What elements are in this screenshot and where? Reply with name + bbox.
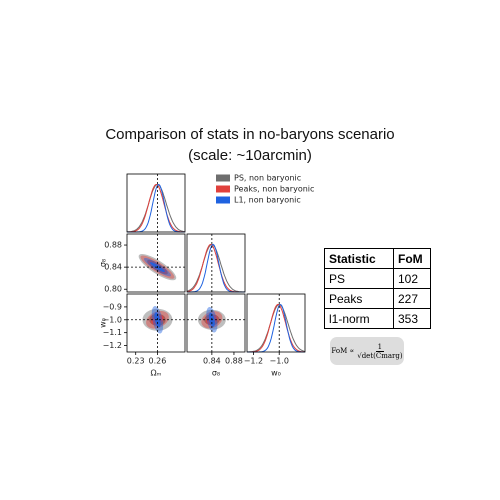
table-row: Peaks 227 [324,288,431,309]
marginal-curve [247,303,305,353]
legend-swatch [216,196,230,204]
header-cell: FoM [393,248,431,269]
formula-lhs: FoM ∝ [331,347,355,355]
legend-label: PS, non baryonic [234,174,301,183]
x-axis-label: w₀ [271,369,281,378]
panel-frame [246,293,306,353]
legend-label: Peaks, non baryonic [234,185,314,194]
table-header: Statistic FoM [324,248,431,269]
panel-frame [126,233,186,293]
cell: 227 [393,288,431,309]
panel-frame [126,173,186,233]
panel-frame [126,293,186,353]
table-row: l1-norm 353 [324,308,431,329]
cell: PS [324,268,394,289]
header-cell: Statistic [324,248,394,269]
title: Comparison of stats in no-baryons scenar… [105,126,394,143]
marginal-curve [126,184,186,233]
y-tick-label: −0.9 [103,302,122,311]
y-tick-label: −1.0 [103,315,122,324]
table-row: PS 102 [324,268,431,289]
y-tick-label: 0.84 [104,263,122,272]
y-tick-label: −1.2 [103,341,122,350]
legend-label: L1, non baryonic [234,196,301,205]
marginal-curve [127,183,185,233]
y-tick-label: −1.1 [103,328,122,337]
y-axis-label: σ₈ [99,259,108,267]
marginal-curve [246,303,306,353]
legend-swatch [216,174,230,182]
cell: l1-norm [324,308,394,329]
legend-swatch [216,185,230,193]
cell: 353 [393,308,431,329]
x-tick-label: −1.0 [270,357,289,366]
panel-frame [186,233,246,293]
numerator: 1 [375,342,385,352]
x-tick-label: 0.84 [203,357,221,366]
fom-table: Statistic FoM PS 102 Peaks 227 l1-norm 353 [324,248,431,329]
x-axis-label: Ωₘ [150,369,161,378]
denominator: √det(Cmarg) [357,351,403,360]
marginal-curve [127,183,186,233]
x-tick-label: 0.26 [149,357,167,366]
x-tick-label: 0.23 [127,357,145,366]
formula: FoM ∝ 1 √det(Cmarg) [330,337,404,365]
cell: Peaks [324,288,394,309]
y-tick-label: 0.88 [104,241,122,250]
y-axis-label: w₀ [99,318,108,328]
x-axis-label: σ₈ [212,369,220,378]
y-tick-label: 0.80 [104,285,122,294]
formula-fraction: 1 √det(Cmarg) [357,343,402,360]
panel-frame [186,293,246,353]
x-tick-label: −1.2 [244,357,263,366]
x-tick-label: 0.88 [225,357,243,366]
subtitle: (scale: ~10arcmin) [188,147,312,164]
cell: 102 [393,268,431,289]
